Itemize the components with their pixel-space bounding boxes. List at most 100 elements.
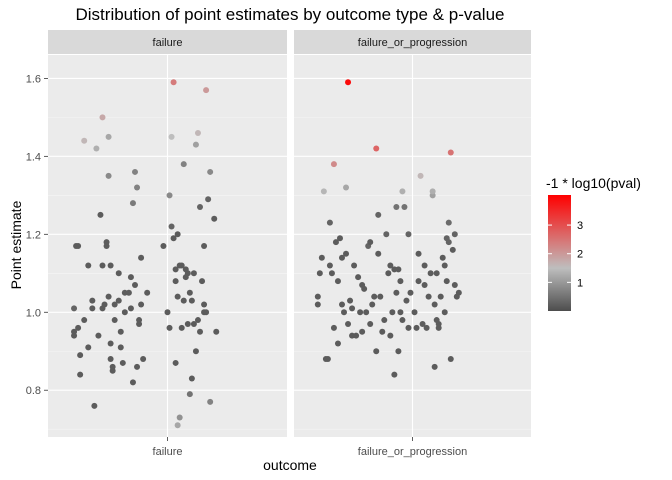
data-point — [140, 356, 147, 363]
data-point — [447, 356, 454, 363]
data-point — [131, 281, 138, 288]
data-point — [330, 324, 337, 331]
data-point — [129, 200, 136, 207]
data-point — [111, 317, 118, 324]
data-point — [330, 161, 337, 168]
data-point — [136, 317, 143, 324]
data-point — [117, 344, 124, 351]
data-point — [320, 188, 327, 195]
data-point — [341, 309, 348, 316]
data-point — [197, 204, 204, 211]
data-point — [192, 141, 199, 148]
data-point — [203, 87, 210, 94]
data-point — [213, 328, 220, 335]
facet-panel: failure failure — [48, 30, 287, 458]
data-point — [186, 289, 193, 296]
facet-panels: 0.8 1.0 1.2 1.4 1.6 failure failure failure_or_… — [26, 30, 531, 458]
data-point — [176, 414, 183, 421]
data-point — [421, 281, 428, 288]
facet-strip — [294, 30, 531, 54]
data-point — [166, 192, 173, 199]
data-point — [186, 391, 193, 398]
data-point — [172, 266, 179, 273]
data-point — [201, 243, 208, 249]
data-point — [447, 149, 454, 156]
data-point — [415, 250, 422, 257]
data-point — [194, 317, 201, 324]
data-point — [429, 188, 436, 195]
data-point — [403, 297, 410, 304]
data-point — [91, 402, 98, 409]
data-point — [449, 246, 456, 253]
data-point — [433, 270, 440, 277]
data-point — [211, 215, 218, 222]
data-point — [357, 309, 364, 316]
data-point — [144, 289, 151, 296]
data-point — [324, 356, 331, 363]
data-point — [379, 328, 386, 335]
data-point — [166, 324, 173, 331]
data-point — [393, 289, 400, 296]
data-point — [184, 270, 191, 277]
data-point — [174, 231, 181, 238]
data-point — [441, 262, 448, 269]
data-point — [97, 211, 104, 218]
data-point — [445, 219, 452, 226]
x-tick-label: failure_or_progression — [358, 446, 467, 458]
data-point — [99, 262, 106, 269]
data-point — [115, 270, 122, 277]
data-point — [174, 293, 181, 300]
data-point — [367, 320, 374, 327]
data-point — [351, 262, 358, 269]
x-tick-label: failure — [153, 446, 183, 458]
data-point — [389, 309, 396, 316]
data-point — [121, 309, 128, 316]
data-point — [377, 293, 384, 300]
data-point — [343, 250, 350, 257]
data-point — [399, 317, 406, 324]
data-point — [371, 293, 378, 300]
data-point — [435, 324, 442, 331]
data-point — [405, 231, 412, 238]
data-point — [383, 231, 390, 238]
legend-tick-label: 3 — [577, 220, 583, 232]
data-point — [75, 324, 82, 331]
data-point — [405, 324, 412, 331]
data-point — [85, 344, 92, 351]
data-point — [393, 204, 400, 211]
data-point — [99, 114, 106, 121]
data-point — [170, 235, 177, 242]
data-point — [89, 305, 96, 312]
data-point — [353, 332, 360, 339]
data-point — [433, 317, 440, 324]
data-point — [77, 371, 84, 378]
y-tick-label: 1.0 — [26, 307, 41, 319]
data-point — [431, 301, 438, 308]
data-point — [328, 270, 335, 277]
data-point — [71, 332, 78, 339]
data-point — [205, 196, 212, 203]
data-point — [343, 184, 350, 191]
data-point — [451, 231, 458, 238]
data-point — [359, 281, 366, 288]
y-axis-title: Point estimate — [8, 200, 24, 289]
data-point — [375, 211, 382, 218]
data-point — [427, 270, 434, 277]
data-point — [197, 328, 204, 335]
data-point — [168, 223, 175, 230]
data-point — [387, 332, 394, 339]
data-point — [107, 356, 114, 363]
y-tick-label: 1.2 — [26, 229, 41, 241]
data-point — [160, 243, 167, 249]
data-point — [71, 305, 78, 312]
x-axis-title: outcome — [263, 457, 317, 473]
data-point — [336, 235, 343, 242]
legend-colorbar — [548, 195, 571, 311]
data-point — [138, 301, 145, 308]
data-point — [127, 274, 134, 281]
data-point — [349, 305, 356, 312]
color-legend: -1 * log10(pval) 1 2 3 — [546, 175, 641, 311]
y-tick-label: 0.8 — [26, 385, 41, 397]
data-point — [369, 301, 376, 308]
data-point — [347, 297, 354, 304]
